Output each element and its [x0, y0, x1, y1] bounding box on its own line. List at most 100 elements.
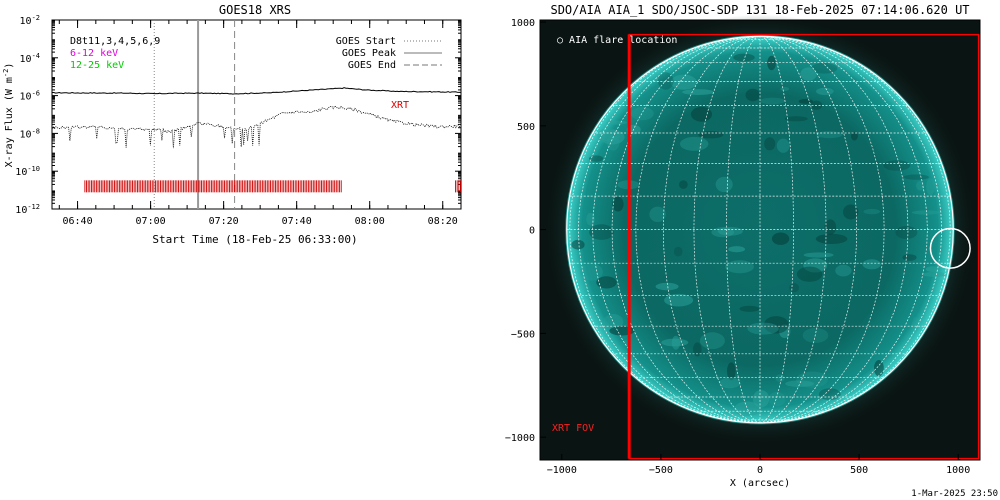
- disk-texture-blob: [630, 107, 654, 121]
- disk-texture-blob: [911, 210, 941, 215]
- aia-x-tick-label: 1000: [946, 465, 970, 476]
- aia-x-axis-label: X (arcsec): [730, 478, 790, 489]
- y-tick-label: 10-2: [20, 14, 40, 27]
- disk-texture-blob: [603, 314, 624, 330]
- disk-texture-blob: [599, 129, 625, 145]
- disk-texture-blob: [589, 224, 614, 240]
- disk-texture-blob: [649, 206, 666, 222]
- disk-texture-blob: [776, 138, 790, 153]
- xrt-coverage-bars: [84, 180, 461, 193]
- disk-texture-blob: [863, 208, 881, 215]
- aia-y-tick-label: 0: [529, 226, 535, 237]
- energy-legend-entry: 12-25 keV: [70, 60, 124, 71]
- y-tick-label: 10-4: [20, 52, 40, 65]
- goes-plot-frame: [51, 19, 462, 210]
- disk-texture-blob: [601, 322, 611, 329]
- y-tick-exponent: -10: [27, 165, 40, 173]
- x-tick-label: 08:20: [428, 216, 458, 227]
- disk-texture-blob: [874, 360, 884, 377]
- y-tick-label: 10-6: [20, 90, 40, 103]
- longitude-line: [578, 36, 761, 424]
- goes-y-label-end: ): [4, 63, 15, 69]
- goes-series-line: [51, 105, 462, 149]
- disk-texture-blob: [784, 116, 808, 122]
- goes-y-axis-label: X-ray Flux (W m-2): [2, 63, 15, 168]
- disk-texture-blob: [606, 120, 627, 125]
- goes-panel: GOES18 XRS 10-12 10-10 10-8 10-6 10-4 10-2 06…: [2, 3, 462, 246]
- disk-texture-blob: [780, 87, 790, 91]
- disk-texture-blob: [571, 239, 585, 250]
- disk-texture-blob: [796, 266, 823, 282]
- disk-texture-blob: [835, 264, 852, 277]
- aia-x-tick-label: −1000: [547, 465, 577, 476]
- longitude-line: [726, 36, 761, 424]
- disk-texture-blob: [922, 272, 948, 277]
- disk-texture-blob: [789, 283, 799, 293]
- disk-texture-blob: [589, 155, 604, 162]
- disk-texture-blob: [596, 276, 617, 289]
- goes-legend-entry: GOES Peak: [342, 48, 396, 59]
- disk-texture-blob: [785, 380, 814, 388]
- disk-texture-blob: [803, 258, 828, 273]
- disk-texture-blob: [916, 180, 925, 191]
- aia-x-tick-label: 0: [757, 465, 763, 476]
- disk-texture-blob: [815, 233, 848, 244]
- disk-texture-blob: [768, 391, 786, 407]
- disk-texture-blob: [883, 160, 911, 171]
- disk-texture-blob: [764, 137, 776, 151]
- disk-texture-blob: [816, 131, 843, 139]
- flare-location-circle: [929, 227, 971, 269]
- disk-texture-blob: [728, 246, 745, 253]
- aia-axes: −1000 −500 0 500 1000 1000 500 0 −500 −1000: [505, 18, 970, 476]
- disk-texture-blob: [670, 74, 697, 90]
- disk-texture-blob: [580, 263, 603, 281]
- energy-legend-entry: 6-12 keV: [70, 48, 118, 59]
- goes-title: GOES18 XRS: [219, 3, 291, 17]
- disk-texture-blob: [775, 374, 785, 383]
- goes-legend-entry: GOES End: [348, 60, 396, 71]
- disk-texture-blob: [926, 178, 935, 196]
- disk-texture-blob: [655, 282, 679, 291]
- longitude-line: [693, 36, 761, 424]
- disk-texture-blob: [739, 305, 760, 312]
- longitude-line: [635, 36, 761, 424]
- disk-texture-blob: [895, 226, 918, 239]
- longitude-line: [759, 36, 942, 424]
- x-tick-label: 07:40: [282, 216, 312, 227]
- longitude-line: [759, 36, 885, 424]
- disk-texture-blob: [609, 326, 635, 336]
- aia-x-tick-label: 500: [850, 465, 868, 476]
- disk-texture-blob: [693, 342, 702, 357]
- disk-texture-blob: [796, 371, 828, 388]
- footer-timestamp: 1-Mar-2025 23:50: [911, 489, 998, 499]
- longitude-line: [759, 36, 857, 424]
- xrt-label: XRT: [391, 100, 409, 111]
- longitude-line: [759, 36, 827, 424]
- disk-texture-blob: [760, 97, 785, 105]
- longitude-line: [759, 36, 928, 424]
- disk-texture-blob: [679, 180, 688, 189]
- disk-texture-blob: [693, 53, 720, 62]
- disk-texture-blob: [673, 246, 683, 257]
- disk-texture-blob: [745, 88, 761, 102]
- energy-legend-entry: D8t11,3,4,5,6,9: [70, 36, 160, 47]
- disk-texture-blob: [699, 332, 725, 350]
- disk-texture-blob: [715, 176, 733, 193]
- longitude-line: [569, 36, 761, 424]
- longitude-line: [611, 36, 761, 424]
- disk-texture-blob: [779, 324, 791, 339]
- goes-x-axis-label: Start Time (18-Feb-25 06:33:00): [152, 233, 357, 246]
- xrt-fov-label: XRT FOV: [552, 423, 594, 434]
- y-tick-label: 10-12: [15, 203, 40, 216]
- goes-y-label-sup: -2: [2, 69, 10, 77]
- disk-texture-blob: [661, 338, 689, 347]
- flare-legend-label: AIA flare location: [569, 35, 677, 46]
- longitude-line: [759, 36, 909, 424]
- longitude-line: [759, 36, 951, 424]
- disk-texture-blob: [733, 53, 755, 62]
- disk-texture-blob: [752, 390, 770, 408]
- disk-texture-blob: [902, 254, 917, 261]
- disk-texture-blob: [698, 131, 724, 139]
